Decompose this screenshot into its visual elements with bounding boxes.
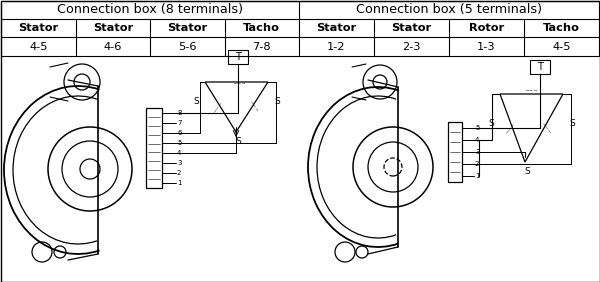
Text: ~~~: ~~~ bbox=[212, 100, 224, 114]
Text: Connection box (8 terminals): Connection box (8 terminals) bbox=[57, 3, 243, 17]
Text: 6: 6 bbox=[177, 130, 182, 136]
Text: Stator: Stator bbox=[167, 23, 208, 33]
Text: 1: 1 bbox=[177, 180, 182, 186]
Text: S: S bbox=[235, 138, 241, 147]
Text: Stator: Stator bbox=[316, 23, 356, 33]
Text: 2: 2 bbox=[475, 161, 479, 167]
Text: 5-6: 5-6 bbox=[178, 41, 197, 52]
Text: 5: 5 bbox=[177, 140, 181, 146]
Text: 5: 5 bbox=[475, 125, 479, 131]
Bar bbox=[146, 108, 162, 188]
Text: 4-5: 4-5 bbox=[29, 41, 47, 52]
Text: T: T bbox=[235, 52, 241, 62]
Text: 7-8: 7-8 bbox=[253, 41, 271, 52]
Text: S: S bbox=[488, 118, 494, 127]
Text: Stator: Stator bbox=[92, 23, 133, 33]
Text: 3: 3 bbox=[475, 149, 479, 155]
Text: T: T bbox=[537, 62, 543, 72]
Bar bbox=[1, 1, 599, 56]
Text: S: S bbox=[274, 98, 280, 107]
Text: S: S bbox=[569, 118, 575, 127]
Text: ~~~: ~~~ bbox=[233, 81, 247, 87]
Bar bbox=[448, 122, 462, 182]
Text: 1-3: 1-3 bbox=[477, 41, 496, 52]
Text: 1-2: 1-2 bbox=[327, 41, 346, 52]
Text: S: S bbox=[193, 98, 199, 107]
Text: Stator: Stator bbox=[391, 23, 431, 33]
Text: 4-6: 4-6 bbox=[104, 41, 122, 52]
Text: 2-3: 2-3 bbox=[402, 41, 421, 52]
Text: 4-5: 4-5 bbox=[552, 41, 571, 52]
Text: 3: 3 bbox=[177, 160, 182, 166]
Text: S: S bbox=[524, 168, 530, 177]
Text: ~~~: ~~~ bbox=[504, 121, 517, 135]
Text: 7: 7 bbox=[177, 120, 182, 126]
Text: 8: 8 bbox=[177, 110, 182, 116]
Text: Connection box (5 terminals): Connection box (5 terminals) bbox=[356, 3, 542, 17]
Text: Tacho: Tacho bbox=[543, 23, 580, 33]
Text: ~~~: ~~~ bbox=[524, 89, 538, 94]
Text: Rotor: Rotor bbox=[469, 23, 504, 33]
Text: Tacho: Tacho bbox=[244, 23, 280, 33]
Text: 4: 4 bbox=[475, 137, 479, 143]
Bar bbox=[530, 60, 550, 74]
Text: 2: 2 bbox=[177, 170, 181, 176]
Text: ~~~: ~~~ bbox=[248, 100, 260, 114]
Text: ~~~: ~~~ bbox=[540, 121, 552, 135]
Text: 1: 1 bbox=[475, 173, 479, 179]
Bar bbox=[228, 50, 248, 64]
Text: Stator: Stator bbox=[18, 23, 58, 33]
Text: 4: 4 bbox=[177, 150, 181, 156]
